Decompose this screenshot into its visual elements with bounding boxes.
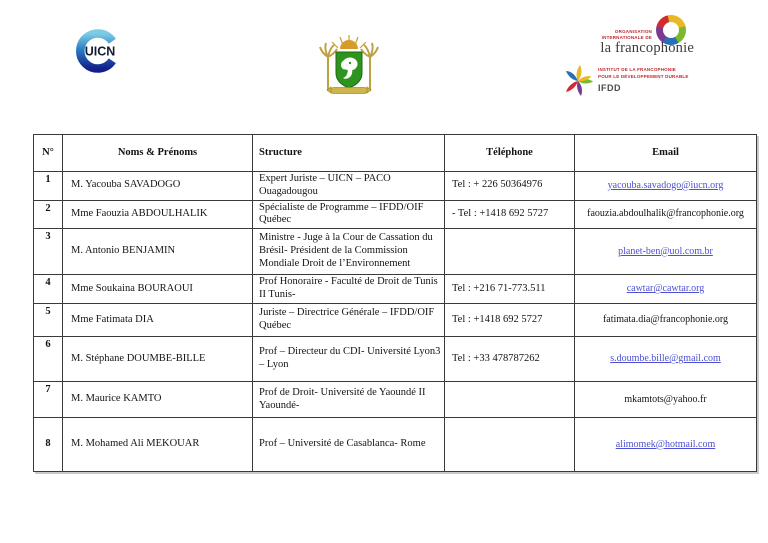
ifdd-starburst-icon: [566, 65, 594, 96]
telephone-cell: [444, 228, 575, 276]
row-number-cell: 7: [33, 381, 63, 419]
oif-brand-text: la francophonie: [600, 40, 694, 56]
structure-cell: Spécialiste de Programme – IFDD/OIF Québ…: [252, 199, 445, 230]
email-cell: planet-ben@uol.com.br: [574, 228, 757, 276]
telephone-cell: - Tel : +1418 692 5727: [444, 199, 575, 230]
structure-cell: Prof – Université de Casablanca- Rome: [252, 417, 445, 473]
oif-ring-icon: [656, 15, 686, 45]
structure-cell: Prof Honoraire - Faculté de Droit de Tun…: [252, 274, 445, 305]
email-cell: yacouba.savadogo@iucn.org: [574, 171, 757, 201]
row-number-cell: 3: [33, 228, 63, 276]
email-cell: s.doumbe.bille@gmail.com: [574, 336, 757, 383]
email-cell: fatimata.dia@francophonie.org: [574, 303, 757, 338]
oif-ifdd-logo: ORGANISATION INTERNATIONALE DE la franco…: [562, 13, 698, 105]
structure-cell: Ministre - Juge à la Cour de Cassation d…: [252, 228, 445, 276]
participant-name-cell: M. Mohamed Ali MEKOUAR: [62, 417, 253, 473]
oif-org-line: ORGANISATION INTERNATIONALE DE: [601, 29, 652, 40]
cote-divoire-coat-of-arms: [319, 31, 379, 95]
participant-name-cell: M. Maurice KAMTO: [62, 381, 253, 419]
ifdd-line1: INSTITUT DE LA FRANCOPHONIE: [598, 67, 676, 72]
ifdd-acronym: IFDD: [598, 82, 621, 93]
row-number-cell: 2: [33, 199, 63, 230]
email-link[interactable]: planet-ben@uol.com.br: [618, 245, 713, 257]
row-number-cell: 5: [33, 303, 63, 338]
table-row: 4 Mme Soukaina BOURAOUI Prof Honoraire - F…: [33, 274, 757, 305]
participant-name-cell: Mme Fatimata DIA: [62, 303, 253, 338]
table-row: 7 M. Maurice KAMTO Prof de Droit- Universi…: [33, 381, 757, 419]
email-cell: mkamtots@yahoo.fr: [574, 381, 757, 419]
telephone-cell: Tel : +33 478787262: [444, 336, 575, 383]
email-link[interactable]: s.doumbe.bille@gmail.com: [610, 353, 721, 365]
row-number-cell: 4: [33, 274, 63, 305]
ifdd-line2: POUR LE DÉVELOPPEMENT DURABLE: [598, 73, 689, 79]
uicn-logo: UICN: [73, 26, 123, 76]
email-text: fatimata.dia@francophonie.org: [602, 314, 729, 326]
table-row: 5 Mme Fatimata DIA Juriste – Directrice Gé…: [33, 303, 757, 338]
participants-table: N° Noms & Prénoms Structure Téléphone Em…: [33, 134, 757, 473]
participant-name-cell: Mme Faouzia ABDOULHALIK: [62, 199, 253, 230]
row-number-cell: 8: [33, 417, 63, 473]
email-link[interactable]: alimomek@hotmail.com: [615, 438, 716, 450]
column-header-num: N°: [33, 134, 63, 172]
column-header-name: Noms & Prénoms: [62, 134, 253, 172]
participant-name-cell: M. Stéphane DOUMBE-BILLE: [62, 336, 253, 383]
row-number-cell: 1: [33, 171, 63, 201]
telephone-cell: Tel : +1418 692 5727: [444, 303, 575, 338]
email-cell: faouzia.abdoulhalik@francophonie.org: [574, 199, 757, 230]
structure-cell: Expert Juriste – UICN – PACO Ouagadougou: [252, 171, 445, 201]
email-text: faouzia.abdoulhalik@francophonie.org: [587, 208, 744, 220]
telephone-cell: [444, 381, 575, 419]
column-header-structure: Structure: [252, 134, 445, 172]
coat-of-arms-icon: [319, 35, 379, 94]
table-row: 6 M. Stéphane DOUMBE-BILLE Prof – Directeu…: [33, 336, 757, 383]
telephone-cell: Tel : +216 71-773.511: [444, 274, 575, 305]
structure-cell: Prof de Droit- Université de Yaoundé II …: [252, 381, 445, 419]
email-link[interactable]: cawtar@cawtar.org: [626, 283, 705, 295]
participant-name-cell: M. Antonio BENJAMIN: [62, 228, 253, 276]
participant-name-cell: M. Yacouba SAVADOGO: [62, 171, 253, 201]
uicn-logo-label: UICN: [85, 45, 116, 59]
telephone-cell: Tel : + 226 50364976: [444, 171, 575, 201]
email-cell: cawtar@cawtar.org: [574, 274, 757, 305]
telephone-cell: [444, 417, 575, 473]
participant-name-cell: Mme Soukaina BOURAOUI: [62, 274, 253, 305]
table-row: 8 M. Mohamed Ali MEKOUAR Prof – Université…: [33, 417, 757, 473]
table-row: 1 M. Yacouba SAVADOGO Expert Juriste – UIC…: [33, 171, 757, 201]
table-row: 3 M. Antonio BENJAMIN Ministre - Juge à la…: [33, 228, 757, 276]
email-cell: alimomek@hotmail.com: [574, 417, 757, 473]
header-row: N° Noms & Prénoms Structure Téléphone Em…: [33, 134, 757, 172]
uicn-c-swoosh-icon: UICN: [76, 29, 116, 73]
column-header-phone: Téléphone: [444, 134, 575, 172]
ifdd-block: INSTITUT DE LA FRANCOPHONIE POUR LE DÉVE…: [562, 61, 698, 103]
column-header-email: Email: [574, 134, 757, 172]
structure-cell: Prof – Directeur du CDI- Université Lyon…: [252, 336, 445, 383]
email-link[interactable]: yacouba.savadogo@iucn.org: [607, 179, 724, 191]
structure-cell: Juriste – Directrice Générale – IFDD/OIF…: [252, 303, 445, 338]
row-number-cell: 6: [33, 336, 63, 383]
email-text: mkamtots@yahoo.fr: [624, 393, 707, 405]
table-row: 2 Mme Faouzia ABDOULHALIK Spécialiste de P…: [33, 199, 757, 230]
